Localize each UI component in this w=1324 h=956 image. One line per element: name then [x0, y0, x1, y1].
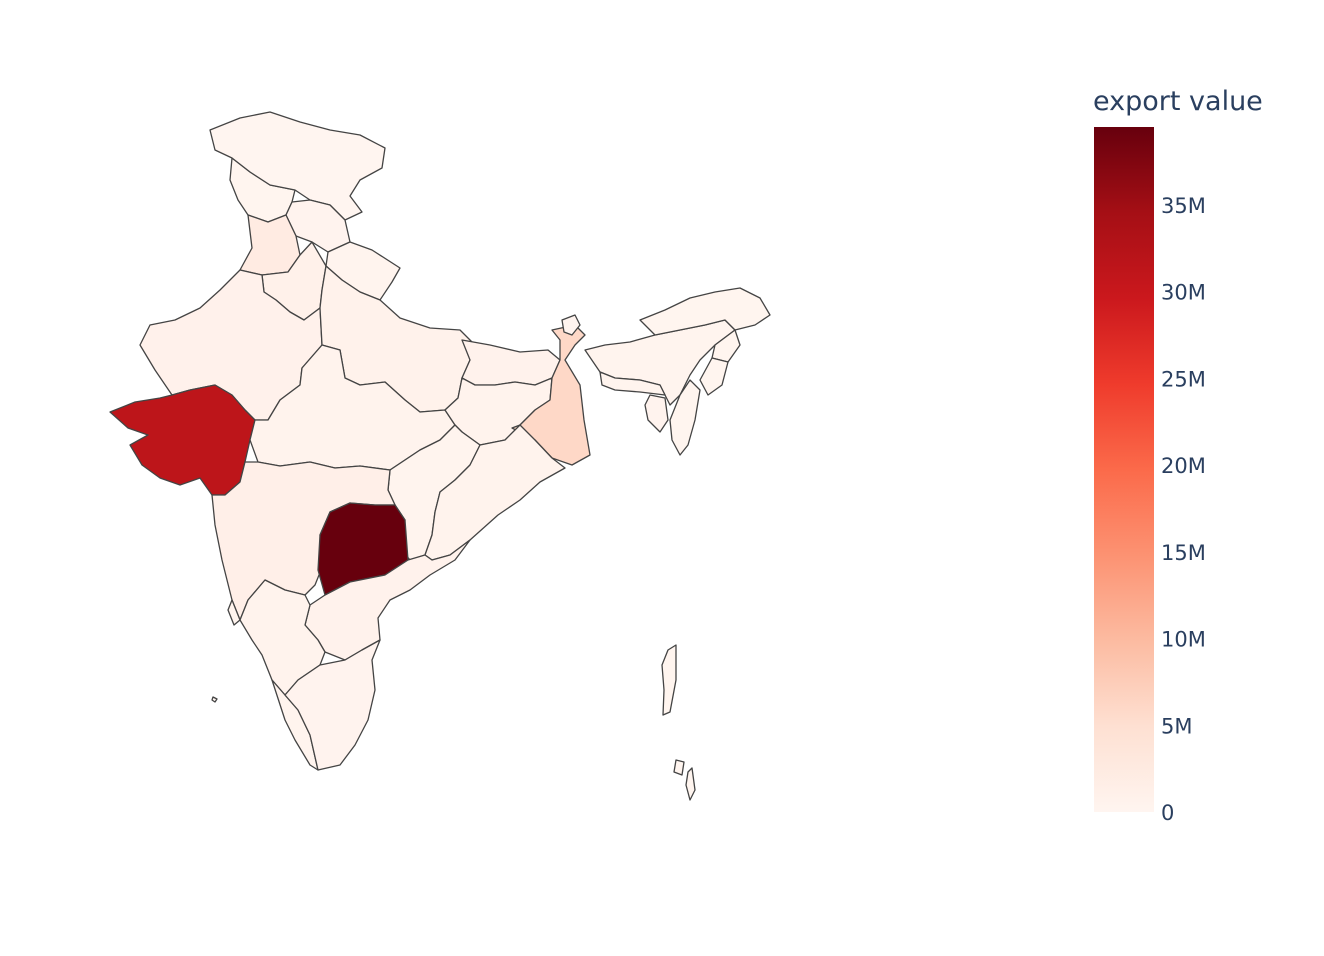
colorbar-tick-label: 25M: [1161, 367, 1206, 391]
colorbar-tick-label: 10M: [1161, 628, 1206, 652]
region-tamil-nadu[interactable]: [284, 639, 381, 771]
region-lakshadweep[interactable]: [211, 696, 218, 703]
region-bihar[interactable]: [461, 339, 561, 386]
region-ladakh[interactable]: [209, 111, 386, 221]
region-sikkim[interactable]: [561, 314, 581, 336]
region-manipur[interactable]: [699, 357, 729, 396]
colorbar-tick-label: 35M: [1161, 194, 1206, 218]
colorbar-tick-label: 0: [1161, 801, 1174, 825]
region-nagaland[interactable]: [711, 329, 741, 363]
colorbar-tick-label: 15M: [1161, 541, 1206, 565]
colorbar-ticks: 35M 30M 25M 20M 15M 10M 5M 0: [1161, 194, 1206, 825]
region-punjab[interactable]: [239, 214, 301, 276]
region-tripura[interactable]: [644, 394, 669, 433]
colorbar-tick-label: 30M: [1161, 281, 1206, 305]
region-arunachal-pradesh[interactable]: [639, 287, 771, 336]
region-goa[interactable]: [227, 599, 241, 626]
colorbar-tick-label: 20M: [1161, 454, 1206, 478]
region-karnataka[interactable]: [239, 579, 326, 696]
region-himachal-pradesh[interactable]: [285, 199, 351, 253]
region-gujarat[interactable]: [109, 384, 256, 496]
region-andaman-and-nicobar-islands[interactable]: [661, 644, 696, 801]
region-meghalaya[interactable]: [599, 371, 666, 396]
region-mizoram[interactable]: [669, 379, 701, 456]
map-layer: [109, 111, 771, 801]
colorbar-gradient: [1094, 127, 1154, 812]
colorbar-title: export value: [1093, 86, 1263, 117]
colorbar: export value 35M 30M 25M 20M 15M 10M 5M 0: [1093, 86, 1263, 825]
colorbar-tick-label: 5M: [1161, 714, 1192, 738]
